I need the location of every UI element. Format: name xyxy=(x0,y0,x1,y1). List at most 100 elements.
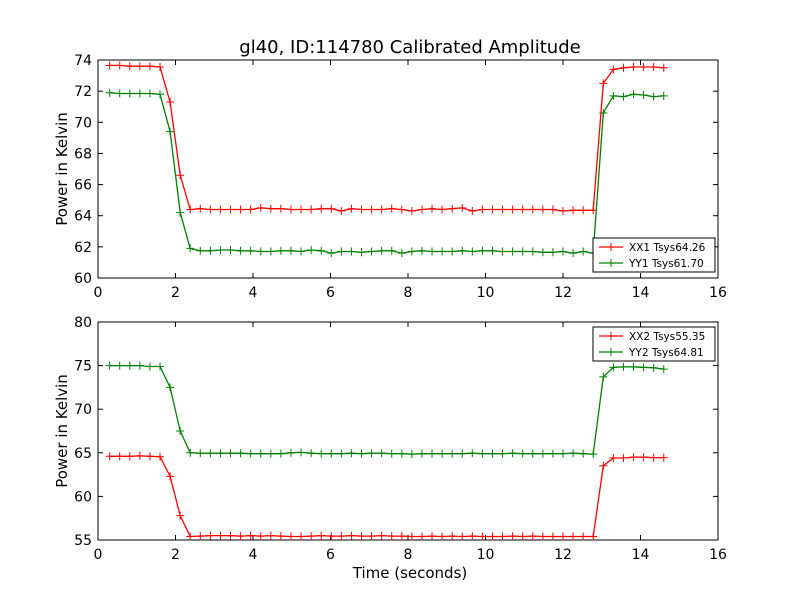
data-point xyxy=(347,247,356,256)
data-point xyxy=(458,203,467,212)
data-point xyxy=(538,205,547,214)
data-point xyxy=(448,247,457,256)
x-tick-label: 0 xyxy=(94,547,103,563)
data-point xyxy=(236,449,245,458)
data-point xyxy=(438,205,447,214)
data-point xyxy=(206,531,215,540)
top-subplot: gl40, ID:114780 Calibrated Amplitude Pow… xyxy=(53,37,727,301)
data-point xyxy=(327,204,336,213)
x-tick-label: 10 xyxy=(477,285,495,301)
data-point xyxy=(458,246,467,255)
data-point xyxy=(156,362,164,371)
data-point xyxy=(357,205,366,214)
data-point xyxy=(206,449,215,458)
data-point xyxy=(347,204,356,213)
data-point xyxy=(508,205,517,214)
data-point xyxy=(276,204,285,213)
data-point xyxy=(397,532,406,541)
data-point xyxy=(387,532,396,541)
y-tick-label: 70 xyxy=(74,402,92,418)
data-point xyxy=(286,246,295,255)
legend-box xyxy=(592,326,716,362)
data-point xyxy=(125,62,134,71)
data-point xyxy=(458,449,467,458)
data-point xyxy=(538,248,547,257)
y-tick-label: 72 xyxy=(74,84,92,100)
data-point xyxy=(609,454,618,463)
data-point xyxy=(528,205,537,214)
data-point xyxy=(115,89,124,98)
data-point xyxy=(599,372,608,381)
data-point xyxy=(105,88,114,97)
data-point xyxy=(559,207,567,216)
data-point xyxy=(407,532,416,541)
data-point xyxy=(569,206,578,215)
data-point xyxy=(367,205,376,214)
data-point xyxy=(528,532,537,541)
data-point xyxy=(397,449,406,458)
legend-label: YY1 Tsys61.70 xyxy=(628,258,704,270)
data-point xyxy=(357,248,366,257)
data-point xyxy=(428,247,437,256)
data-point xyxy=(266,247,275,256)
data-point xyxy=(367,532,376,541)
data-point xyxy=(186,532,195,541)
data-point xyxy=(216,449,225,458)
data-point xyxy=(488,246,497,255)
data-point xyxy=(145,62,154,71)
data-point xyxy=(186,448,195,457)
x-tick-label: 0 xyxy=(94,285,103,301)
data-point xyxy=(156,452,164,461)
data-point xyxy=(115,61,124,70)
data-point xyxy=(337,247,346,256)
data-point xyxy=(599,108,608,117)
data-point xyxy=(256,247,265,256)
data-point xyxy=(377,449,386,458)
data-point xyxy=(458,532,467,541)
data-point xyxy=(599,461,608,470)
data-point xyxy=(478,532,487,541)
data-point xyxy=(125,452,134,461)
data-point xyxy=(579,532,588,541)
data-point xyxy=(196,204,205,213)
top-ylabel: Power in Kelvin xyxy=(53,112,71,226)
data-point xyxy=(256,532,265,541)
data-point xyxy=(226,449,235,458)
y-tick-label: 75 xyxy=(74,359,92,375)
data-point xyxy=(236,246,245,255)
legend-box xyxy=(592,237,716,273)
data-point xyxy=(478,205,487,214)
data-point xyxy=(478,449,487,458)
data-point xyxy=(145,89,154,98)
data-point xyxy=(569,249,578,258)
data-point xyxy=(125,89,134,98)
data-point xyxy=(367,247,376,256)
data-point xyxy=(135,89,144,98)
data-point xyxy=(609,65,618,74)
data-point xyxy=(166,383,175,392)
legend-marker xyxy=(607,243,615,251)
data-point xyxy=(216,205,225,214)
data-point xyxy=(135,62,144,71)
y-tick-label: 64 xyxy=(74,209,92,225)
data-point xyxy=(428,532,437,541)
data-point xyxy=(619,63,628,72)
data-point xyxy=(619,454,628,463)
data-point xyxy=(196,449,205,458)
legend-marker xyxy=(607,348,615,356)
data-point xyxy=(619,92,628,101)
data-point xyxy=(659,365,668,374)
x-tick-label: 10 xyxy=(477,547,495,563)
data-point xyxy=(417,205,426,214)
x-tick-label: 8 xyxy=(404,285,413,301)
data-point xyxy=(176,427,185,435)
y-tick-label: 74 xyxy=(74,53,92,69)
data-point xyxy=(488,205,497,214)
data-point xyxy=(518,449,527,458)
data-point xyxy=(609,363,618,372)
data-point xyxy=(377,246,386,255)
data-point xyxy=(649,453,658,462)
legend-label: XX1 Tsys64.26 xyxy=(629,242,706,254)
data-point xyxy=(387,449,396,458)
legend-label: XX2 Tsys55.35 xyxy=(629,331,705,343)
